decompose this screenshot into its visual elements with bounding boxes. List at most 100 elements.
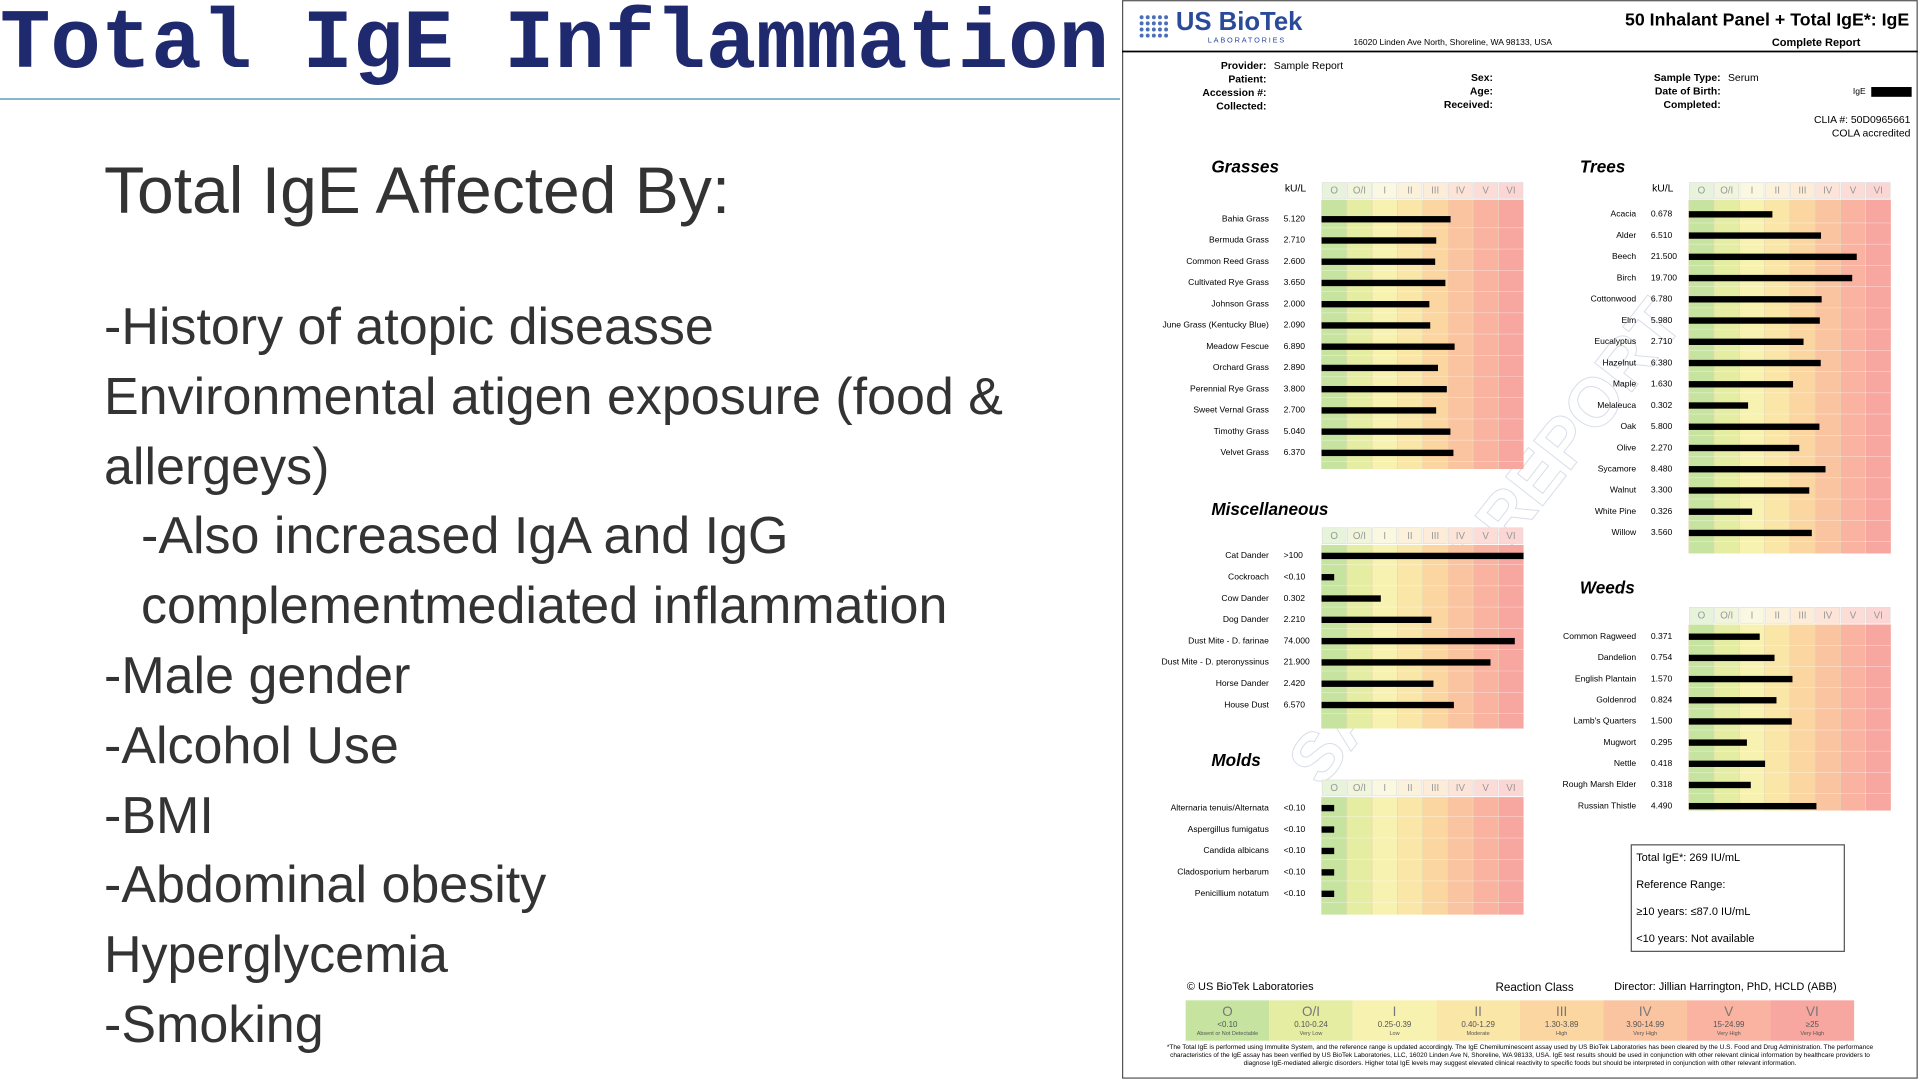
result-bar — [1688, 781, 1751, 789]
class-label: I — [1383, 186, 1386, 197]
class-label: VI — [1506, 783, 1515, 794]
allergen-value: 0.302 — [1284, 593, 1306, 603]
allergen-value: 0.418 — [1651, 758, 1673, 768]
class-header — [1865, 182, 1891, 199]
legend-cell — [1519, 1000, 1604, 1041]
class-label: O/I — [1353, 531, 1366, 542]
report-title: 50 Inhalant Panel + Total IgE*: IgE — [1625, 10, 1909, 30]
class-column — [1865, 624, 1891, 811]
class-header — [1739, 607, 1765, 624]
result-bar — [1321, 428, 1451, 435]
class-column — [1789, 199, 1816, 554]
class-label: V — [1850, 610, 1857, 621]
legend-class: O/I — [1302, 1004, 1320, 1019]
bullet: -Abdominal obesity — [104, 856, 547, 915]
allergen-name: Mugwort — [1603, 737, 1636, 747]
legend-cell — [1436, 1000, 1520, 1041]
class-label: IV — [1456, 186, 1466, 197]
result-bar — [1688, 718, 1792, 725]
allergen-value: 6.570 — [1284, 699, 1306, 709]
result-bar — [1321, 701, 1454, 709]
class-label: O — [1330, 531, 1338, 542]
total-box — [1630, 844, 1845, 952]
field-label: Accession #: — [1202, 88, 1266, 99]
class-header — [1764, 182, 1790, 199]
result-bar — [1321, 637, 1515, 645]
allergen-value: 6.890 — [1284, 341, 1306, 351]
allergen-value: 5.120 — [1284, 214, 1306, 224]
allergen-name: Cat Dander — [1225, 550, 1269, 560]
allergen-value: 0.824 — [1651, 695, 1673, 705]
slide-title: Total IgE Inflammation — [0, 0, 1109, 93]
legend-range: ≥25 — [1806, 1020, 1820, 1029]
panel-title: Miscellaneous — [1211, 499, 1328, 519]
class-column — [1447, 544, 1474, 729]
class-header — [1473, 779, 1499, 797]
result-bar — [1688, 633, 1760, 640]
allergen-name: Sweet Vernal Grass — [1193, 405, 1269, 415]
class-header — [1321, 182, 1347, 199]
class-header — [1448, 779, 1473, 797]
result-bar — [1321, 237, 1437, 244]
allergen-name: Velvet Grass — [1220, 447, 1268, 457]
allergen-name: Rough Marsh Elder — [1563, 779, 1637, 789]
class-label: II — [1407, 531, 1412, 542]
result-bar — [1321, 449, 1454, 457]
legend-cell — [1269, 1000, 1353, 1041]
panel-title: Weeds — [1580, 578, 1635, 598]
lab-sub: LABORATORIES — [1208, 35, 1286, 44]
class-column — [1688, 199, 1715, 554]
allergen-value: 5.040 — [1284, 426, 1306, 436]
class-header — [1372, 527, 1398, 544]
class-header — [1397, 182, 1423, 199]
result-bar — [1688, 739, 1747, 746]
allergen-name: Alternaria tenuis/Alternata — [1171, 802, 1270, 812]
field-label: Collected: — [1216, 101, 1266, 112]
allergen-value: 2.090 — [1284, 320, 1306, 330]
allergen-name: Perennial Rye Grass — [1190, 383, 1269, 393]
allergen-name: Eucalyptus — [1594, 336, 1636, 346]
allergen-name: Cladosporium herbarum — [1177, 867, 1269, 877]
allergen-value: 0.302 — [1651, 400, 1673, 410]
result-bar — [1321, 659, 1491, 666]
field-label: Patient: — [1228, 74, 1266, 85]
result-bar — [1321, 301, 1430, 308]
allergen-name: Bahia Grass — [1222, 214, 1269, 224]
class-column — [1372, 797, 1398, 915]
class-column — [1321, 544, 1347, 729]
panel-title: Grasses — [1211, 156, 1279, 176]
class-label: O/I — [1353, 783, 1366, 794]
allergen-name: Lamb's Quarters — [1573, 716, 1636, 726]
legend-desc: Very High — [1800, 1031, 1824, 1037]
class-label: III — [1798, 610, 1806, 621]
class-header — [1473, 527, 1499, 544]
legend-class: O — [1222, 1004, 1232, 1019]
allergen-value: <0.10 — [1284, 824, 1306, 834]
class-column — [1815, 624, 1841, 811]
legend-cell — [1185, 1000, 1270, 1041]
allergen-value: 0.295 — [1651, 737, 1673, 747]
reaction-class-title: Reaction Class — [1495, 981, 1573, 994]
class-header — [1498, 527, 1524, 544]
class-label: O — [1698, 610, 1706, 621]
class-label: V — [1482, 186, 1489, 197]
result-bar — [1321, 616, 1432, 624]
result-bar — [1321, 385, 1447, 393]
bullet: -BMI — [104, 786, 214, 845]
allergen-value: 8.480 — [1651, 464, 1673, 474]
lab-address: 16020 Linden Ave North, Shoreline, WA 98… — [1353, 37, 1552, 47]
class-header — [1689, 607, 1714, 624]
allergen-value: 2.700 — [1284, 405, 1306, 415]
allergen-name: Maple — [1613, 379, 1637, 389]
class-label: O/I — [1353, 186, 1366, 197]
class-header — [1790, 182, 1815, 199]
result-bar — [1688, 296, 1822, 303]
allergen-name: Alder — [1616, 230, 1636, 240]
ige-label: IgE — [1853, 86, 1866, 96]
allergen-name: Oak — [1621, 421, 1637, 431]
cola: COLA accredited — [1832, 128, 1911, 139]
field-label: Completed: — [1664, 100, 1721, 111]
class-header — [1840, 182, 1866, 199]
